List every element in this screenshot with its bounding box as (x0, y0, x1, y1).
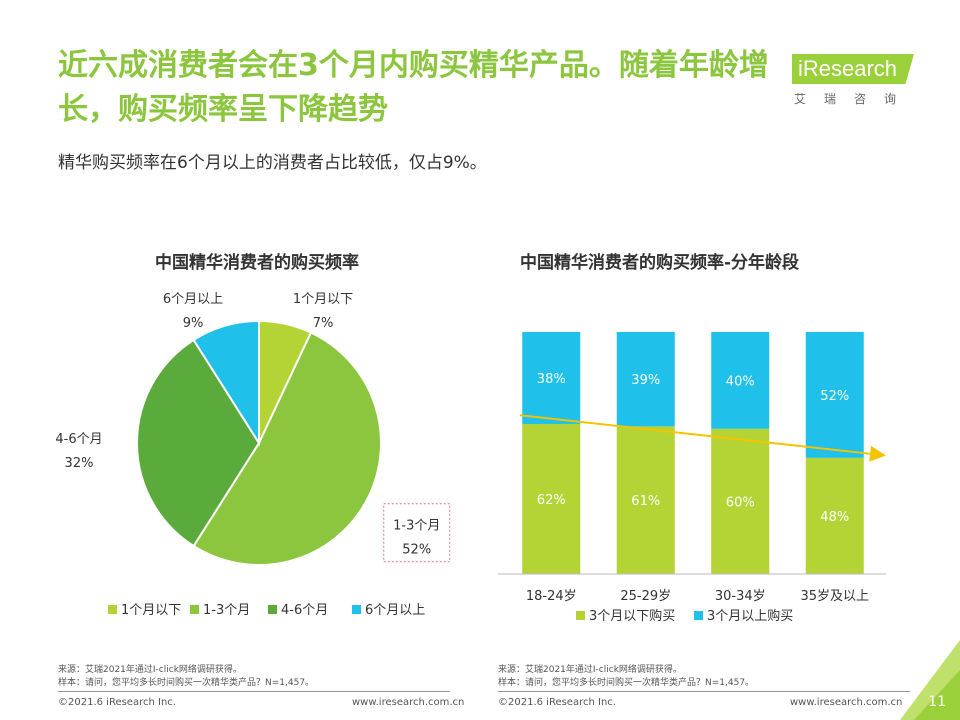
bar-value-label: 48% (820, 510, 849, 525)
highlight-box (383, 503, 451, 563)
pie-chart: 1个月以下 7% 1-3个月 52% 4-6个月 32% 6个月以上 9% 1个月以下 1-3个月… (55, 292, 451, 618)
url-left: www.iresearch.com.cn (352, 697, 465, 708)
page-title: 近六成消费者会在3个月内购买精华产品。随着年龄增长，购买频率呈下降趋势 (58, 48, 769, 127)
legend-swatch (108, 605, 117, 614)
bar-segment-under-3-months (616, 426, 675, 574)
bar-value-label: 38% (537, 372, 566, 387)
trend-arrow (519, 414, 886, 462)
pie-slice-over-6-months (192, 319, 260, 447)
source-note-right: 来源：艾瑞2021年通过I-click网络调研获得。 样本：请问，您平均多长时间… (498, 664, 754, 690)
legend-label: 3个月以上购买 (707, 608, 793, 624)
pie-slice-1-3-months (192, 331, 382, 566)
bar-segment-over-3-months (616, 332, 675, 427)
legend-label: 3个月以下购买 (589, 608, 675, 624)
pie-slice-4-6-months (136, 338, 261, 548)
bar-value-label: 40% (726, 374, 755, 389)
footer-divider-right (498, 691, 910, 692)
legend-label: 6个月以上 (365, 603, 425, 618)
legend-swatch (352, 605, 361, 614)
bar-segment-over-3-months (522, 332, 581, 424)
bar-value-label: 62% (537, 493, 566, 508)
corner-decoration (900, 640, 960, 720)
x-tick-label: 30-34岁 (715, 589, 766, 604)
page-number: 11 (928, 694, 946, 710)
footer-divider-left (58, 691, 450, 692)
copyright-left: ©2021.6 iResearch Inc. (58, 697, 176, 708)
x-tick-label: 18-24岁 (526, 589, 577, 604)
bar-segment-under-3-months (522, 423, 581, 574)
bar-value-label: 61% (631, 494, 660, 509)
bar-segment-under-3-months (711, 428, 770, 574)
stacked-bar-chart: 62% 38% 18-24岁 61% 39% 25-29岁 60% 40% 30-34岁 48% 5… (498, 332, 886, 624)
x-tick-label: 35岁及以上 (800, 589, 869, 604)
legend-label: 1个月以下 (121, 603, 181, 618)
pie-value-label: 52% (402, 543, 431, 558)
logo-wordmark: iResearch (792, 54, 914, 84)
pie-value-label: 9% (183, 316, 204, 331)
bar-segment-under-3-months (805, 457, 864, 574)
legend-label: 4-6个月 (281, 603, 328, 618)
logo-subtext: 艾瑞咨询 (794, 92, 915, 106)
copyright-right: ©2021.6 iResearch Inc. (498, 697, 616, 708)
x-tick-label: 25-29岁 (620, 589, 671, 604)
legend-swatch (694, 611, 703, 620)
page-subtitle: 精华购买频率在6个月以上的消费者占比较低，仅占9%。 (58, 153, 487, 173)
source-line: 来源：艾瑞2021年通过I-click网络调研获得。 (58, 665, 242, 675)
pie-value-label: 7% (313, 316, 334, 331)
legend-swatch (190, 605, 199, 614)
url-right: www.iresearch.com.cn (790, 697, 903, 708)
bar-segment-over-3-months (711, 332, 770, 429)
bar-value-label: 60% (726, 495, 755, 510)
legend-label: 1-3个月 (203, 603, 250, 618)
bar-chart-title: 中国精华消费者的购买频率-分年龄段 (520, 253, 800, 273)
pie-chart-title: 中国精华消费者的购买频率 (155, 253, 359, 273)
sample-line: 样本：请问，您平均多长时间购买一次精华类产品？N=1,457。 (498, 678, 755, 688)
source-line: 来源：艾瑞2021年通过I-click网络调研获得。 (498, 665, 682, 675)
pie-label: 1-3个月 (393, 519, 440, 534)
iresearch-logo: iResearch 艾瑞咨询 (792, 54, 922, 110)
source-note-left: 来源：艾瑞2021年通过I-click网络调研获得。 样本：请问，您平均多长时间… (58, 664, 314, 690)
bar-value-label: 39% (631, 373, 660, 388)
pie-label: 6个月以上 (163, 292, 223, 307)
pie-label: 1个月以下 (293, 292, 353, 307)
legend-swatch (268, 605, 277, 614)
pie-value-label: 32% (65, 456, 94, 471)
bar-value-label: 52% (820, 389, 849, 404)
pie-label: 4-6个月 (55, 432, 102, 447)
sample-line: 样本：请问，您平均多长时间购买一次精华类产品？N=1,457。 (58, 678, 315, 688)
legend-swatch (576, 611, 585, 620)
bar-segment-over-3-months (805, 332, 864, 458)
